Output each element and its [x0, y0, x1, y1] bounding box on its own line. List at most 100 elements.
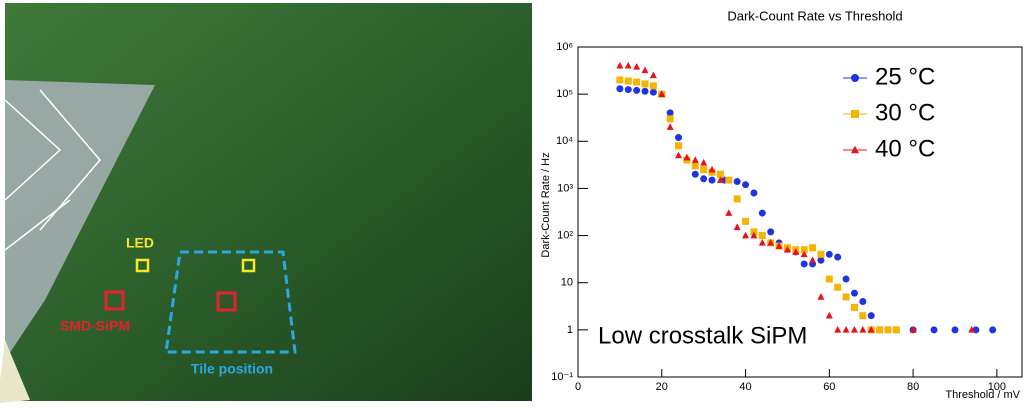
tile-label: Tile position	[191, 361, 273, 377]
x-axis-label: Threshold / mV	[945, 389, 1020, 401]
point	[733, 223, 741, 231]
point	[809, 256, 817, 264]
y-tick-label: 10⁻¹	[551, 371, 573, 383]
point	[649, 88, 657, 96]
point	[725, 209, 733, 216]
photo: LED SMD-SiPM Tile position	[0, 3, 532, 403]
point	[892, 326, 900, 334]
point	[859, 312, 867, 320]
chart-title: Dark-Count Rate vs Threshold	[727, 8, 902, 23]
led-box	[135, 258, 150, 273]
point	[750, 189, 758, 197]
point	[616, 76, 624, 84]
point	[800, 250, 808, 258]
point	[725, 176, 733, 184]
point	[817, 293, 825, 300]
y-tick-label: 1	[567, 324, 573, 336]
x-tick-label: 80	[907, 381, 919, 393]
point	[800, 260, 808, 268]
legend-label: 40 °C	[875, 135, 935, 162]
y-tick-label: 10⁴	[556, 135, 573, 147]
y-tick-label: 10³	[557, 182, 573, 194]
point	[716, 170, 724, 178]
point	[742, 231, 750, 239]
point	[850, 289, 858, 297]
legend-label: 30 °C	[875, 99, 935, 126]
point	[859, 297, 867, 305]
y-axis-label: Dark-Count Rate / Hz	[540, 152, 552, 257]
point	[876, 326, 884, 334]
point	[968, 326, 976, 333]
tile-outline	[164, 250, 297, 354]
point	[884, 326, 892, 334]
point	[708, 176, 716, 184]
point	[842, 275, 850, 283]
point	[675, 134, 683, 142]
point	[666, 115, 674, 123]
y-tick-label: 10²	[557, 229, 573, 241]
point	[683, 153, 691, 161]
point	[825, 250, 833, 258]
point	[758, 209, 766, 217]
point	[742, 181, 750, 189]
point	[616, 85, 624, 93]
point	[767, 239, 775, 246]
x-tick-label: 60	[823, 381, 835, 393]
point	[834, 283, 842, 291]
tile-edges	[4, 89, 101, 251]
y-tick-label: 10	[561, 277, 573, 289]
point	[834, 326, 842, 333]
led-box	[241, 258, 256, 273]
point	[733, 195, 741, 203]
point	[624, 86, 632, 94]
point	[767, 228, 775, 236]
point	[758, 239, 766, 246]
x-tick-label: 0	[575, 381, 581, 393]
point	[708, 165, 716, 173]
point	[666, 123, 674, 130]
point	[649, 71, 657, 79]
point	[842, 293, 850, 301]
point	[742, 217, 750, 225]
point	[809, 244, 817, 252]
point	[733, 178, 741, 186]
point	[951, 326, 959, 334]
point	[867, 312, 875, 320]
point	[867, 326, 875, 333]
point	[817, 250, 825, 258]
point	[825, 275, 833, 283]
x-tick-label: 100	[988, 381, 1006, 393]
tile-array	[5, 80, 155, 360]
legend-marker	[851, 74, 859, 82]
point	[675, 151, 683, 159]
point	[641, 66, 649, 74]
point	[700, 158, 708, 166]
point	[641, 80, 649, 88]
legend-marker	[851, 145, 859, 154]
y-tick-label: 10⁶	[556, 41, 573, 53]
point	[850, 326, 858, 333]
point	[616, 61, 624, 69]
point	[691, 162, 699, 170]
point	[633, 62, 641, 70]
point	[817, 256, 825, 264]
point	[989, 326, 997, 334]
point	[750, 231, 758, 239]
point	[691, 156, 699, 163]
point	[842, 326, 850, 333]
point	[792, 248, 800, 255]
led-label: LED	[126, 235, 154, 251]
point	[834, 253, 842, 261]
point	[909, 326, 917, 333]
point	[800, 246, 808, 254]
point	[624, 61, 632, 69]
point	[859, 326, 867, 333]
sipm-box	[104, 290, 125, 311]
point	[624, 77, 632, 85]
sipm-label: SMD-SiPM	[60, 318, 130, 334]
point	[691, 170, 699, 178]
point	[850, 303, 858, 311]
point	[641, 87, 649, 95]
point	[666, 109, 674, 117]
